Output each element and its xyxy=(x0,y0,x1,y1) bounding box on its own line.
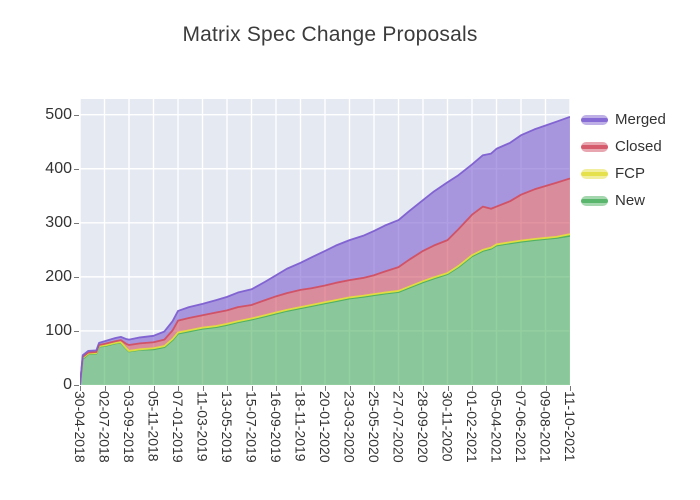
x-axis-tick-label: 07-06-2021 xyxy=(513,391,529,463)
x-axis-tick-mark xyxy=(325,386,326,391)
x-axis-tick-mark xyxy=(227,386,228,391)
y-axis-tick-mark xyxy=(74,168,79,170)
legend-swatch-new xyxy=(581,195,608,206)
x-axis-tick-mark xyxy=(545,386,547,391)
x-axis-tick-label: 09-08-2021 xyxy=(537,391,554,463)
x-axis-tick-label: 18-11-2019 xyxy=(292,391,309,462)
x-axis-tick-mark xyxy=(349,386,351,391)
x-axis-tick-label: 02-07-2018 xyxy=(96,391,113,463)
x-axis-tick-label: 15-07-2019 xyxy=(243,391,260,463)
area-line-closed xyxy=(79,177,571,386)
legend-swatch-merged xyxy=(581,114,608,125)
x-axis-tick-label: 07-01-2019 xyxy=(170,391,186,463)
x-axis-tick-label: 03-09-2018 xyxy=(121,391,137,463)
legend-label: Closed xyxy=(615,138,662,155)
legend-swatch-core xyxy=(581,171,608,176)
y-axis-tick-mark xyxy=(74,385,79,386)
legend-item-closed[interactable]: Closed xyxy=(581,133,666,160)
x-axis-tick-mark xyxy=(472,386,473,391)
y-axis-tick-label: 200 xyxy=(45,267,72,285)
y-axis-tick-mark xyxy=(74,222,79,224)
x-axis-tick-label: 01-02-2021 xyxy=(464,391,480,463)
y-axis-tick-label: 300 xyxy=(45,213,72,231)
x-axis-tick-label: 11-03-2019 xyxy=(194,391,211,462)
legend-swatch-fcp xyxy=(581,168,608,179)
x-axis-tick-mark xyxy=(104,386,106,391)
x-axis-tick-mark xyxy=(423,386,424,391)
x-axis-tick-mark xyxy=(521,386,522,391)
plot-area[interactable] xyxy=(79,99,571,386)
x-axis-tick-mark xyxy=(276,386,277,391)
x-axis-tick-mark xyxy=(178,386,179,391)
x-axis-tick-label: 11-10-2021 xyxy=(562,391,578,462)
x-axis-tick-mark xyxy=(251,386,253,391)
stacked-area-plot xyxy=(79,99,571,386)
x-axis-tick-mark xyxy=(129,386,130,391)
y-axis-tick-label: 400 xyxy=(45,159,72,177)
x-axis-tick-label: 05-04-2021 xyxy=(488,391,505,463)
area-line-merged xyxy=(79,115,571,386)
legend: Merged Closed FCP New xyxy=(581,106,666,214)
legend-item-merged[interactable]: Merged xyxy=(581,106,666,133)
x-axis-tick-mark xyxy=(153,386,155,391)
y-axis-tick-mark xyxy=(74,114,79,116)
y-axis-tick-label: 0 xyxy=(63,376,72,393)
x-axis-tick-mark xyxy=(398,386,400,391)
legend-swatch-core xyxy=(581,198,608,203)
legend-item-fcp[interactable]: FCP xyxy=(581,160,666,187)
x-axis-tick-mark xyxy=(80,386,81,391)
legend-swatch-core xyxy=(581,144,608,149)
y-axis-tick-mark xyxy=(74,330,79,332)
x-axis-tick-mark xyxy=(374,386,375,391)
legend-label: Merged xyxy=(615,111,666,128)
x-axis-tick-label: 30-04-2018 xyxy=(72,391,88,463)
y-axis-tick-mark xyxy=(74,276,79,278)
area-band-closed xyxy=(80,178,570,385)
x-axis-tick-label: 20-01-2020 xyxy=(317,391,333,463)
area-line-fcp xyxy=(79,233,571,386)
legend-label: FCP xyxy=(615,165,645,182)
x-axis-tick-label: 25-05-2020 xyxy=(366,391,382,463)
area-band-new xyxy=(80,235,570,385)
x-axis-tick-label: 23-03-2020 xyxy=(341,391,358,463)
x-axis-tick-mark xyxy=(202,386,204,391)
legend-label: New xyxy=(615,192,646,209)
legend-swatch-core xyxy=(581,117,608,122)
y-axis-tick-label: 100 xyxy=(45,321,72,339)
x-axis-tick-label: 28-09-2020 xyxy=(415,391,431,463)
x-axis-tick-label: 05-11-2018 xyxy=(145,391,162,462)
x-axis-tick-mark xyxy=(570,386,571,391)
y-axis-tick-label: 500 xyxy=(45,105,72,123)
x-axis-tick-label: 27-07-2020 xyxy=(390,391,407,463)
x-axis-tick-mark xyxy=(496,386,498,391)
chart-title: Matrix Spec Change Proposals xyxy=(182,23,478,46)
legend-swatch-closed xyxy=(581,141,608,152)
x-axis-tick-mark xyxy=(300,386,302,391)
x-axis-tick-mark xyxy=(447,386,449,391)
legend-item-new[interactable]: New xyxy=(581,187,666,214)
x-axis-tick-label: 30-11-2020 xyxy=(439,391,456,462)
x-axis-tick-label: 16-09-2019 xyxy=(268,391,284,463)
x-axis-tick-label: 13-05-2019 xyxy=(219,391,235,463)
